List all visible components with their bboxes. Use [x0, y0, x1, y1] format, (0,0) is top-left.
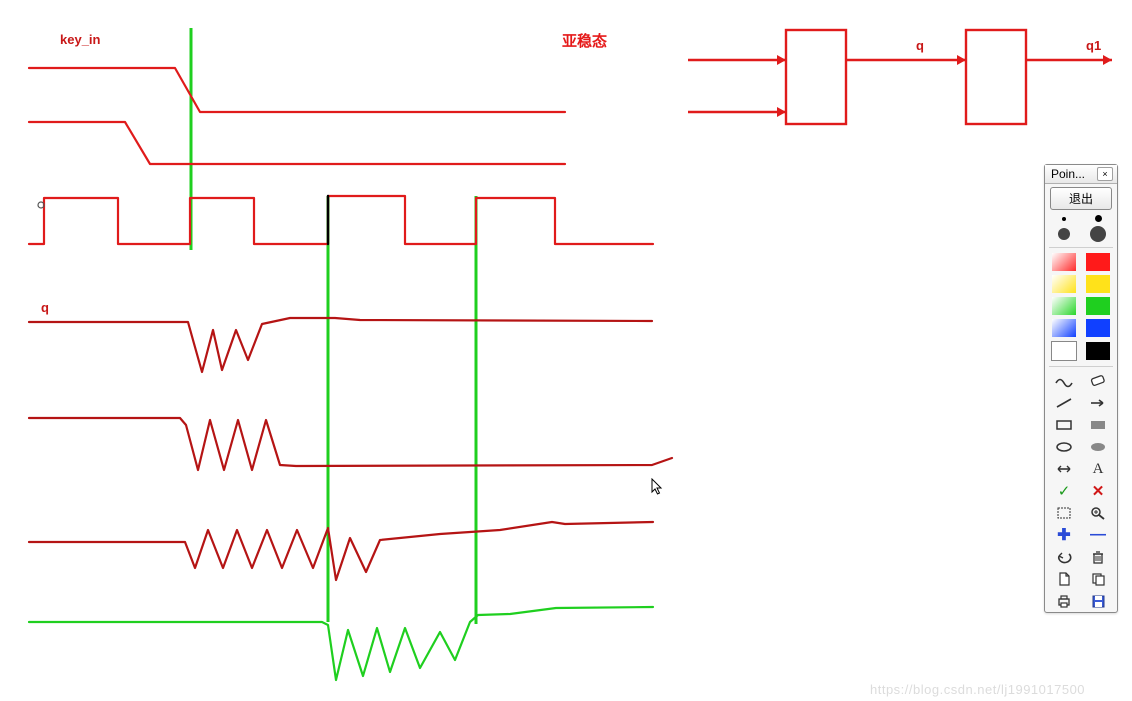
label-title: 亚稳态 — [562, 30, 607, 51]
tool-ellipse-icon[interactable] — [1051, 437, 1077, 457]
tool-eraser-icon[interactable] — [1085, 371, 1111, 391]
toolbar-title-text: Poin... — [1051, 167, 1085, 181]
tool-rect-icon[interactable] — [1051, 415, 1077, 435]
tool-zoom-icon[interactable] — [1085, 503, 1111, 523]
pen-size-medium-icon[interactable] — [1095, 215, 1102, 222]
tool-arrow-icon[interactable] — [1085, 393, 1111, 413]
tool-harrow-icon[interactable] — [1051, 459, 1077, 479]
tool-save-icon[interactable] — [1085, 591, 1111, 611]
toolbar-close-button[interactable]: × — [1097, 167, 1113, 181]
color-swatch-solid-wht[interactable] — [1051, 341, 1077, 361]
tool-ellipsefill-icon[interactable] — [1085, 437, 1111, 457]
color-swatch-solid-blk[interactable] — [1086, 342, 1110, 360]
pen-size-small-icon[interactable] — [1062, 217, 1066, 221]
pen-size-palette — [1045, 213, 1117, 244]
tool-xmark-icon[interactable]: ✕ — [1085, 481, 1111, 501]
tool-wave-icon[interactable] — [1051, 371, 1077, 391]
tool-undo-icon[interactable] — [1051, 547, 1077, 567]
tool-text-icon[interactable]: A — [1085, 459, 1111, 479]
label-q-top: q — [916, 38, 924, 53]
color-swatch-grad-grn[interactable] — [1052, 297, 1076, 315]
label-key-in: key_in — [60, 32, 100, 47]
label-q: q — [41, 300, 49, 315]
watermark-text: https://blog.csdn.net/lj1991017500 — [870, 682, 1085, 697]
color-swatch-grad-red[interactable] — [1052, 253, 1076, 271]
tool-buttons-grid: A ✓ ✕ ✚ — — [1045, 370, 1117, 612]
tool-rectfill-icon[interactable] — [1085, 415, 1111, 435]
tool-plus-icon[interactable]: ✚ — [1051, 525, 1077, 545]
tool-line-icon[interactable] — [1051, 393, 1077, 413]
color-swatch-grad-blu[interactable] — [1052, 319, 1076, 337]
tool-newpg-icon[interactable] — [1051, 569, 1077, 589]
exit-button[interactable]: 退出 — [1050, 187, 1112, 210]
color-swatch-solid-red[interactable] — [1086, 253, 1110, 271]
tool-trash-icon[interactable] — [1085, 547, 1111, 567]
tool-check-icon[interactable]: ✓ — [1051, 481, 1077, 501]
color-palette — [1045, 251, 1117, 363]
tool-crop-icon[interactable] — [1051, 503, 1077, 523]
mouse-cursor-icon — [651, 478, 663, 496]
color-swatch-grad-yel[interactable] — [1052, 275, 1076, 293]
pen-size-xlarge-icon[interactable] — [1090, 226, 1106, 242]
diagram-canvas — [0, 0, 1132, 701]
tool-minus-icon[interactable]: — — [1085, 525, 1111, 545]
label-q1: q1 — [1086, 38, 1101, 53]
color-swatch-solid-blu[interactable] — [1086, 319, 1110, 337]
pen-size-large-icon[interactable] — [1058, 228, 1070, 240]
tool-print-icon[interactable] — [1051, 591, 1077, 611]
tool-copy-icon[interactable] — [1085, 569, 1111, 589]
color-swatch-solid-grn[interactable] — [1086, 297, 1110, 315]
pointer-toolbar[interactable]: Poin... × 退出 A ✓ ✕ ✚ — — [1044, 164, 1118, 613]
color-swatch-solid-yel[interactable] — [1086, 275, 1110, 293]
toolbar-titlebar[interactable]: Poin... × — [1045, 165, 1117, 184]
